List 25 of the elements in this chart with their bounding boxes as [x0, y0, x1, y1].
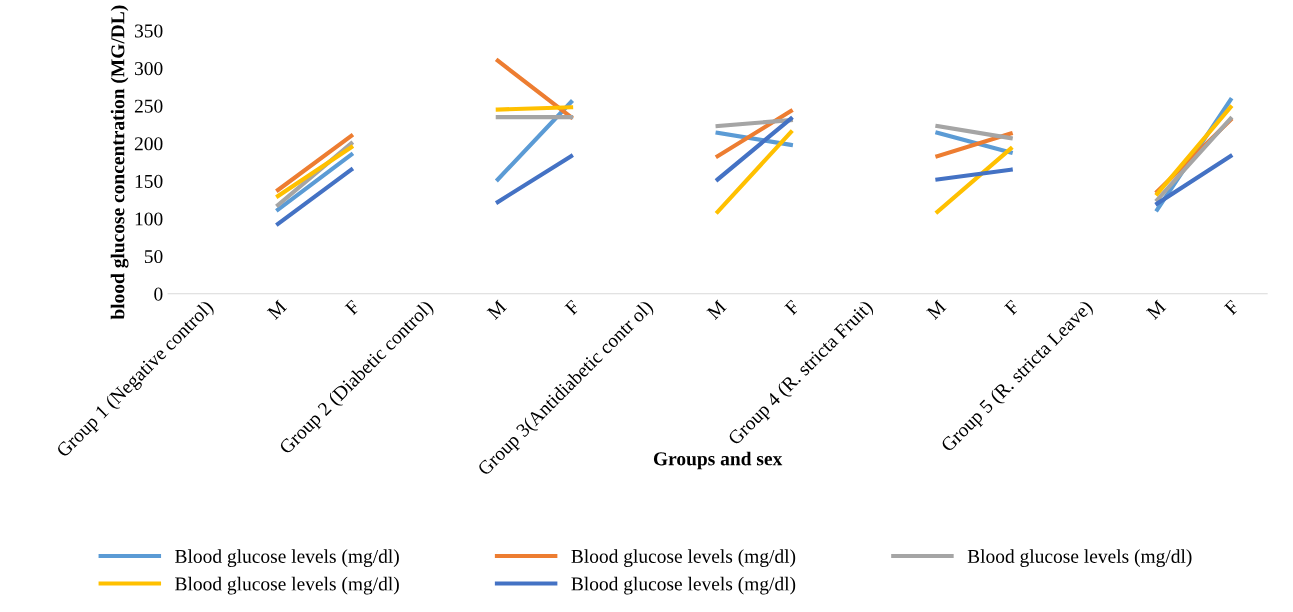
x-tick-label: F: [1003, 299, 1020, 316]
x-tick-label: F: [564, 299, 581, 316]
y-tick-label: 150: [135, 174, 163, 188]
legend-label: Blood glucose levels (mg/dl): [967, 549, 1192, 567]
x-tick-label: F: [344, 299, 361, 316]
x-tick-label: M: [706, 299, 727, 320]
y-tick-label: 200: [134, 137, 163, 151]
y-axis-title: blood glucose concentration (MG/DL): [110, 5, 129, 320]
y-tick-label: 50: [144, 249, 163, 264]
legend-label: Blood glucose levels (mg/dl): [571, 576, 796, 595]
x-tick-label: M: [486, 299, 507, 320]
y-tick-label: 100: [135, 212, 163, 226]
legend-label: Blood glucose levels (mg/dl): [175, 576, 399, 595]
legend-label: Blood glucose levels (mg/dl): [571, 549, 796, 567]
x-tick-label: M: [926, 299, 947, 320]
y-tick-label: 0: [154, 287, 163, 301]
y-tick-label: 350: [134, 24, 163, 38]
y-tick-label: 250: [134, 99, 163, 113]
x-tick-label: M: [266, 299, 288, 320]
x-tick-label: F: [1223, 299, 1240, 316]
x-tick-label: F: [784, 299, 800, 316]
y-tick-label: 300: [134, 62, 163, 76]
legend-label: Blood glucose levels (mg/dl): [175, 549, 399, 567]
x-axis-title: Groups and sex: [653, 451, 783, 470]
x-tick-label: M: [1145, 299, 1167, 320]
